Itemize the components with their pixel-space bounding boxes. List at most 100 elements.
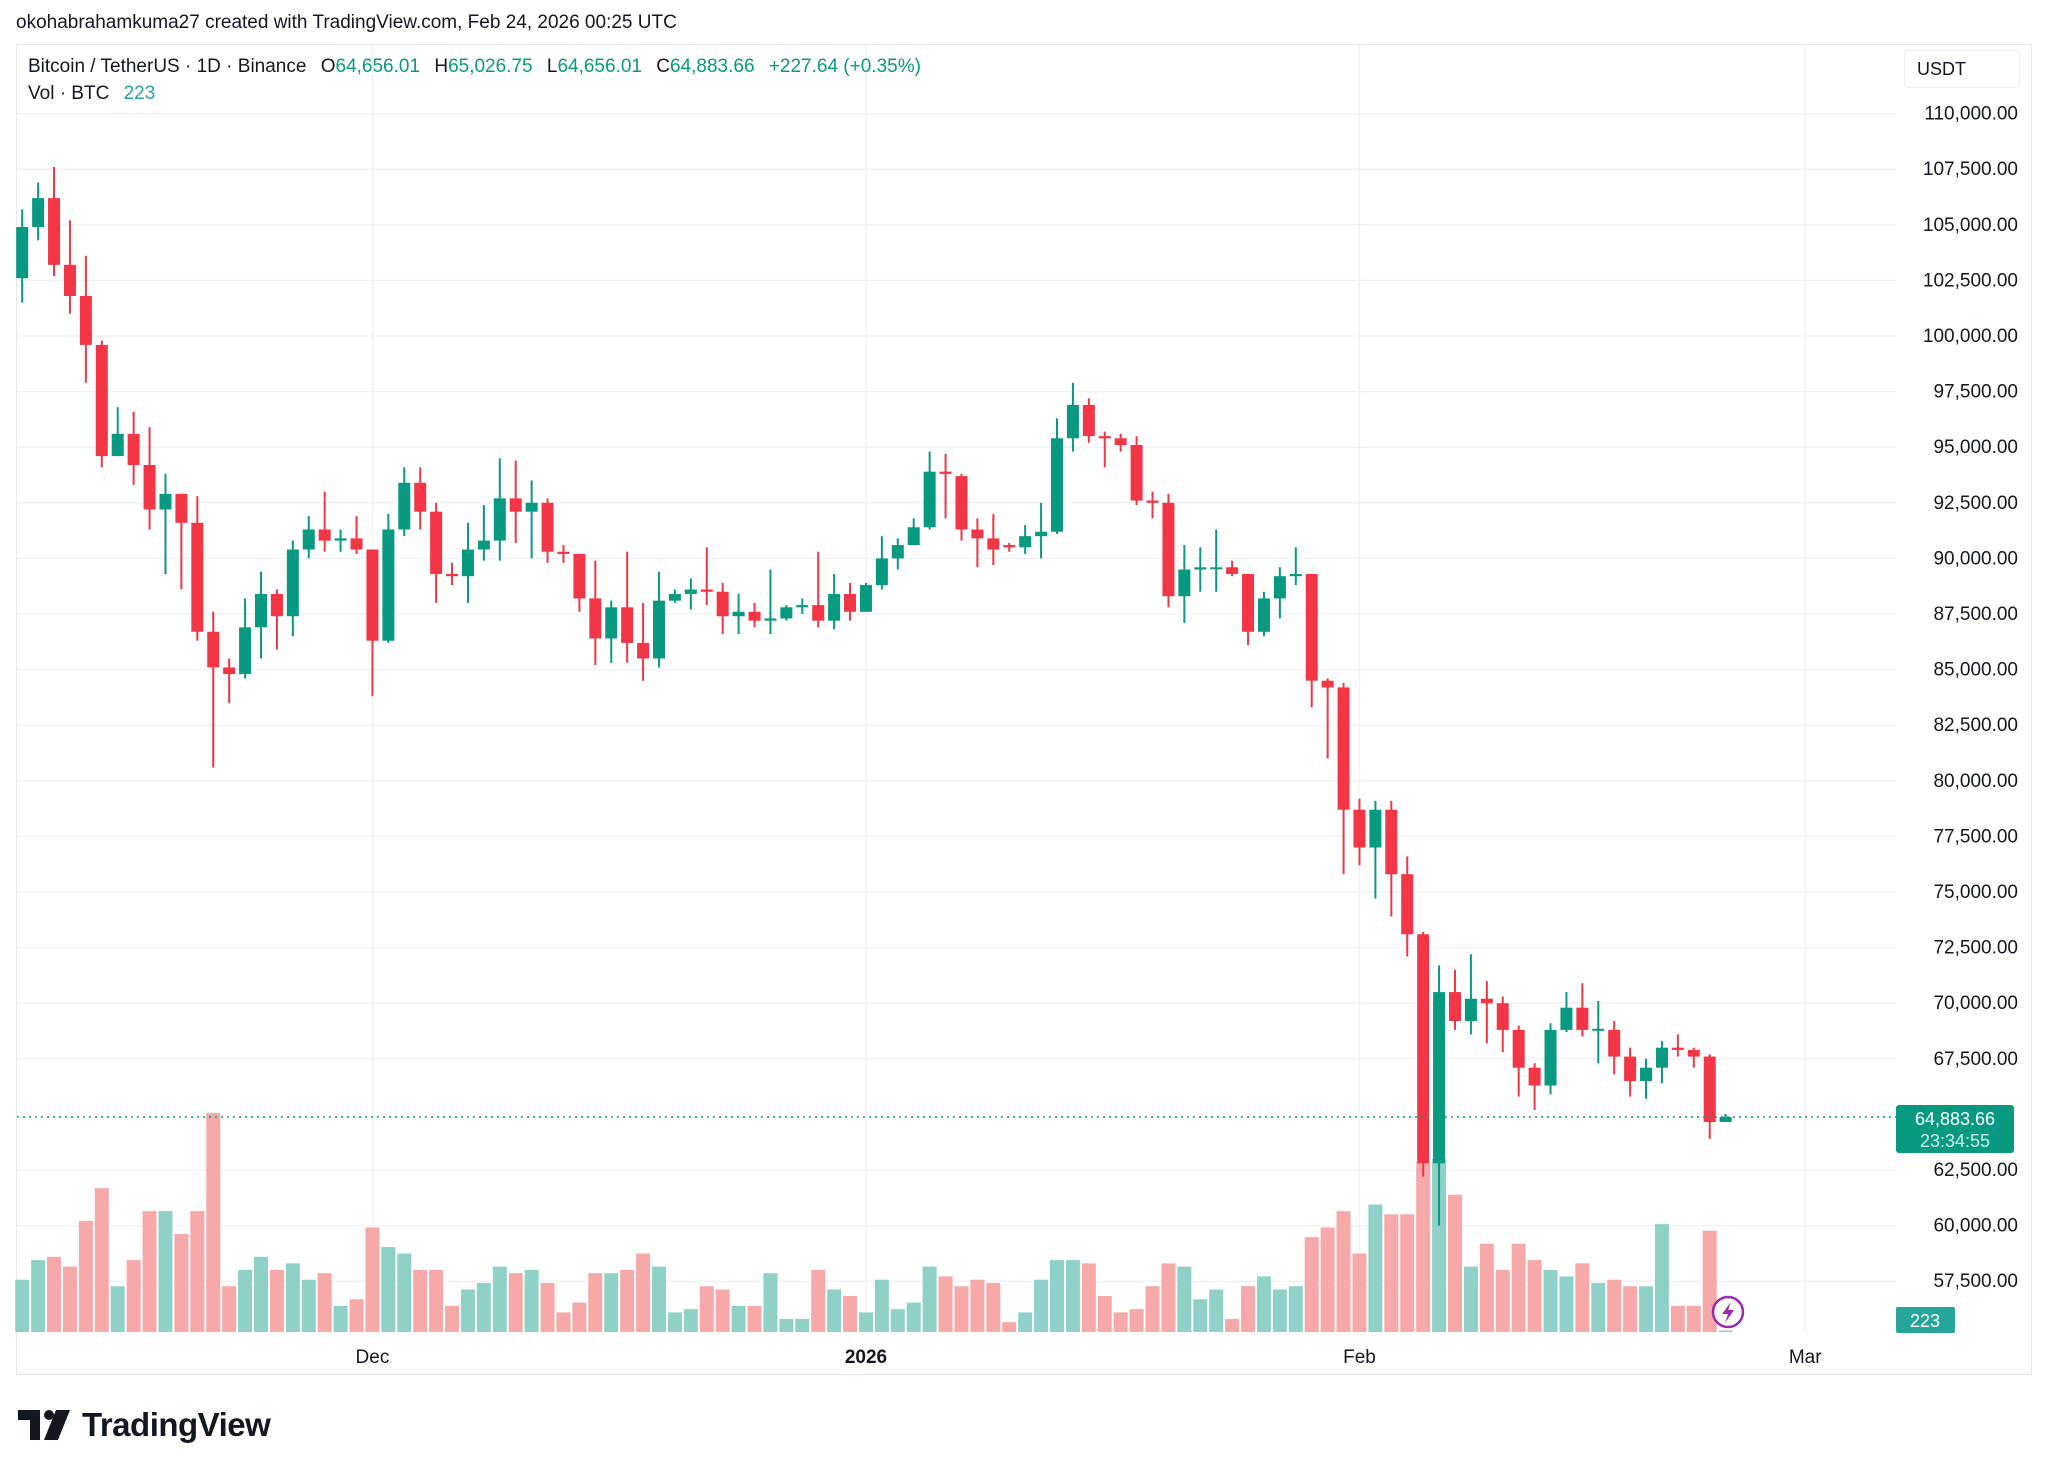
candle[interactable] [239,598,252,679]
candle[interactable] [191,496,204,641]
candle[interactable] [557,545,570,563]
currency-unit-button[interactable]: USDT [1904,50,2020,88]
candle[interactable] [430,502,443,603]
candle[interactable] [127,411,140,486]
candle[interactable] [1019,525,1032,554]
candle[interactable] [907,518,920,546]
candle[interactable] [1210,529,1223,592]
candle[interactable] [987,513,1000,566]
candle[interactable] [16,209,29,303]
candle[interactable] [382,513,395,643]
candle[interactable] [700,547,713,606]
candle[interactable] [366,549,379,697]
candle[interactable] [684,578,697,610]
candle[interactable] [318,491,331,552]
candle[interactable] [828,573,841,630]
candle[interactable] [398,467,411,537]
candle[interactable] [1719,1113,1732,1123]
candle[interactable] [1003,542,1016,552]
candle[interactable] [573,553,586,612]
candle[interactable] [1226,560,1239,577]
candle[interactable] [859,582,872,612]
candle[interactable] [1353,798,1366,866]
candle[interactable] [923,451,936,530]
candle[interactable] [1528,1063,1541,1110]
lightning-icon[interactable] [1711,1295,1745,1329]
candle[interactable] [1130,436,1143,506]
candle[interactable] [477,505,490,561]
candle[interactable] [1703,1054,1716,1139]
candle[interactable] [796,598,809,614]
candle[interactable] [541,498,554,563]
candle[interactable] [1194,547,1207,592]
candle[interactable] [668,589,681,603]
candle[interactable] [955,473,968,541]
candle[interactable] [1178,545,1191,623]
candle[interactable] [1035,502,1048,559]
candle[interactable] [270,589,283,650]
candle[interactable] [1655,1041,1668,1084]
candle[interactable] [1146,491,1159,519]
candle[interactable] [764,569,777,635]
candle[interactable] [1242,573,1255,646]
candle[interactable] [1640,1058,1653,1099]
candle[interactable] [1512,1025,1525,1097]
candle[interactable] [95,340,108,468]
candle[interactable] [1337,682,1350,875]
candle[interactable] [63,220,76,314]
candle[interactable] [589,560,602,666]
candle[interactable] [621,551,634,663]
candle[interactable] [255,571,267,659]
candle[interactable] [350,516,363,554]
candle[interactable] [446,562,459,586]
candle[interactable] [1449,969,1461,1030]
candle[interactable] [1401,856,1414,957]
candle[interactable] [1560,992,1573,1033]
candle[interactable] [48,166,61,276]
candle[interactable] [1433,965,1446,1226]
candle[interactable] [223,658,236,703]
candle[interactable] [207,611,220,768]
volume-label[interactable]: Vol · BTC [28,83,110,104]
candle[interactable] [1544,1023,1557,1095]
candle[interactable] [1369,800,1382,899]
candle[interactable] [1082,398,1095,443]
candle[interactable] [1576,983,1589,1037]
candle[interactable] [1321,678,1334,759]
candle[interactable] [1098,431,1111,468]
candle[interactable] [780,605,793,621]
candle[interactable] [1624,1047,1637,1097]
candle[interactable] [939,453,952,519]
candle[interactable] [653,571,665,668]
candle[interactable] [334,529,347,552]
candle[interactable] [844,582,857,621]
candle[interactable] [111,407,124,457]
candle[interactable] [1289,547,1302,586]
candle[interactable] [1305,573,1318,708]
candle[interactable] [1671,1034,1684,1057]
candle[interactable] [1051,418,1063,534]
candle[interactable] [1417,932,1430,1177]
candle[interactable] [637,602,650,681]
candle[interactable] [1480,980,1493,1044]
candle[interactable] [302,516,315,559]
candle[interactable] [748,602,761,628]
candle[interactable] [286,540,299,637]
candle[interactable] [461,522,474,603]
candle[interactable] [509,460,522,543]
candle[interactable] [875,536,888,590]
candle[interactable] [414,467,427,530]
candle[interactable] [1687,1047,1700,1068]
candle[interactable] [525,480,538,559]
candle[interactable] [1162,493,1175,608]
candle[interactable] [493,458,506,561]
candle[interactable] [1464,954,1477,1035]
candle[interactable] [79,255,92,383]
candle[interactable] [1114,433,1127,452]
tradingview-logo[interactable]: TradingView [18,1406,271,1444]
candle[interactable] [1066,382,1079,452]
candle[interactable] [1257,591,1270,637]
candle[interactable] [716,582,729,635]
candle[interactable] [32,182,45,241]
